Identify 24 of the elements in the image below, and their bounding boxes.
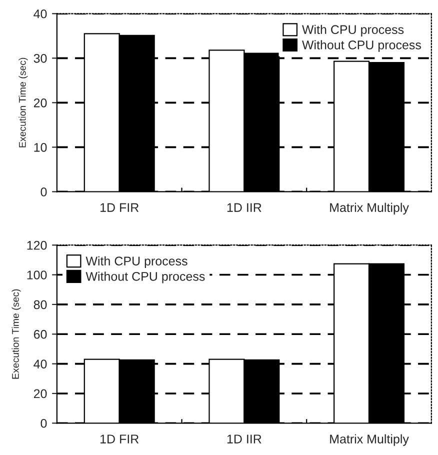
y-tick-label: 40 <box>34 9 47 18</box>
legend-label: Without CPU process <box>302 40 421 52</box>
y-tick-label: 40 <box>34 360 47 368</box>
x-tick-label: 1D FIR <box>100 203 139 212</box>
y-tick-label: 120 <box>27 240 47 250</box>
y-tick-label: 0 <box>40 187 47 196</box>
legend-label: Without CPU process <box>86 272 205 284</box>
x-tick-label: Matrix Multiply <box>330 434 409 446</box>
y-tick-label: 20 <box>34 389 47 398</box>
y-tick-label: 10 <box>34 142 47 152</box>
x-tick-label: 1D IIR <box>227 434 262 444</box>
y-tick-label: 30 <box>34 54 47 63</box>
y-axis-title: Execution Time (sec) <box>12 289 21 379</box>
y-tick-label: 100 <box>27 270 47 280</box>
y-tick-label: 60 <box>34 330 47 339</box>
legend-label: With CPU process <box>302 24 404 36</box>
y-tick-label: 0 <box>40 418 47 428</box>
y-tick-label: 80 <box>34 300 47 310</box>
legend-label: With CPU process <box>86 256 188 268</box>
x-tick-label: 1D FIR <box>100 434 139 444</box>
y-tick-label: 20 <box>34 98 47 108</box>
x-tick-label: 1D IIR <box>227 203 262 212</box>
y-axis-title: Execution Time (sec) <box>18 58 28 148</box>
x-tick-label: Matrix Multiply <box>330 202 409 214</box>
